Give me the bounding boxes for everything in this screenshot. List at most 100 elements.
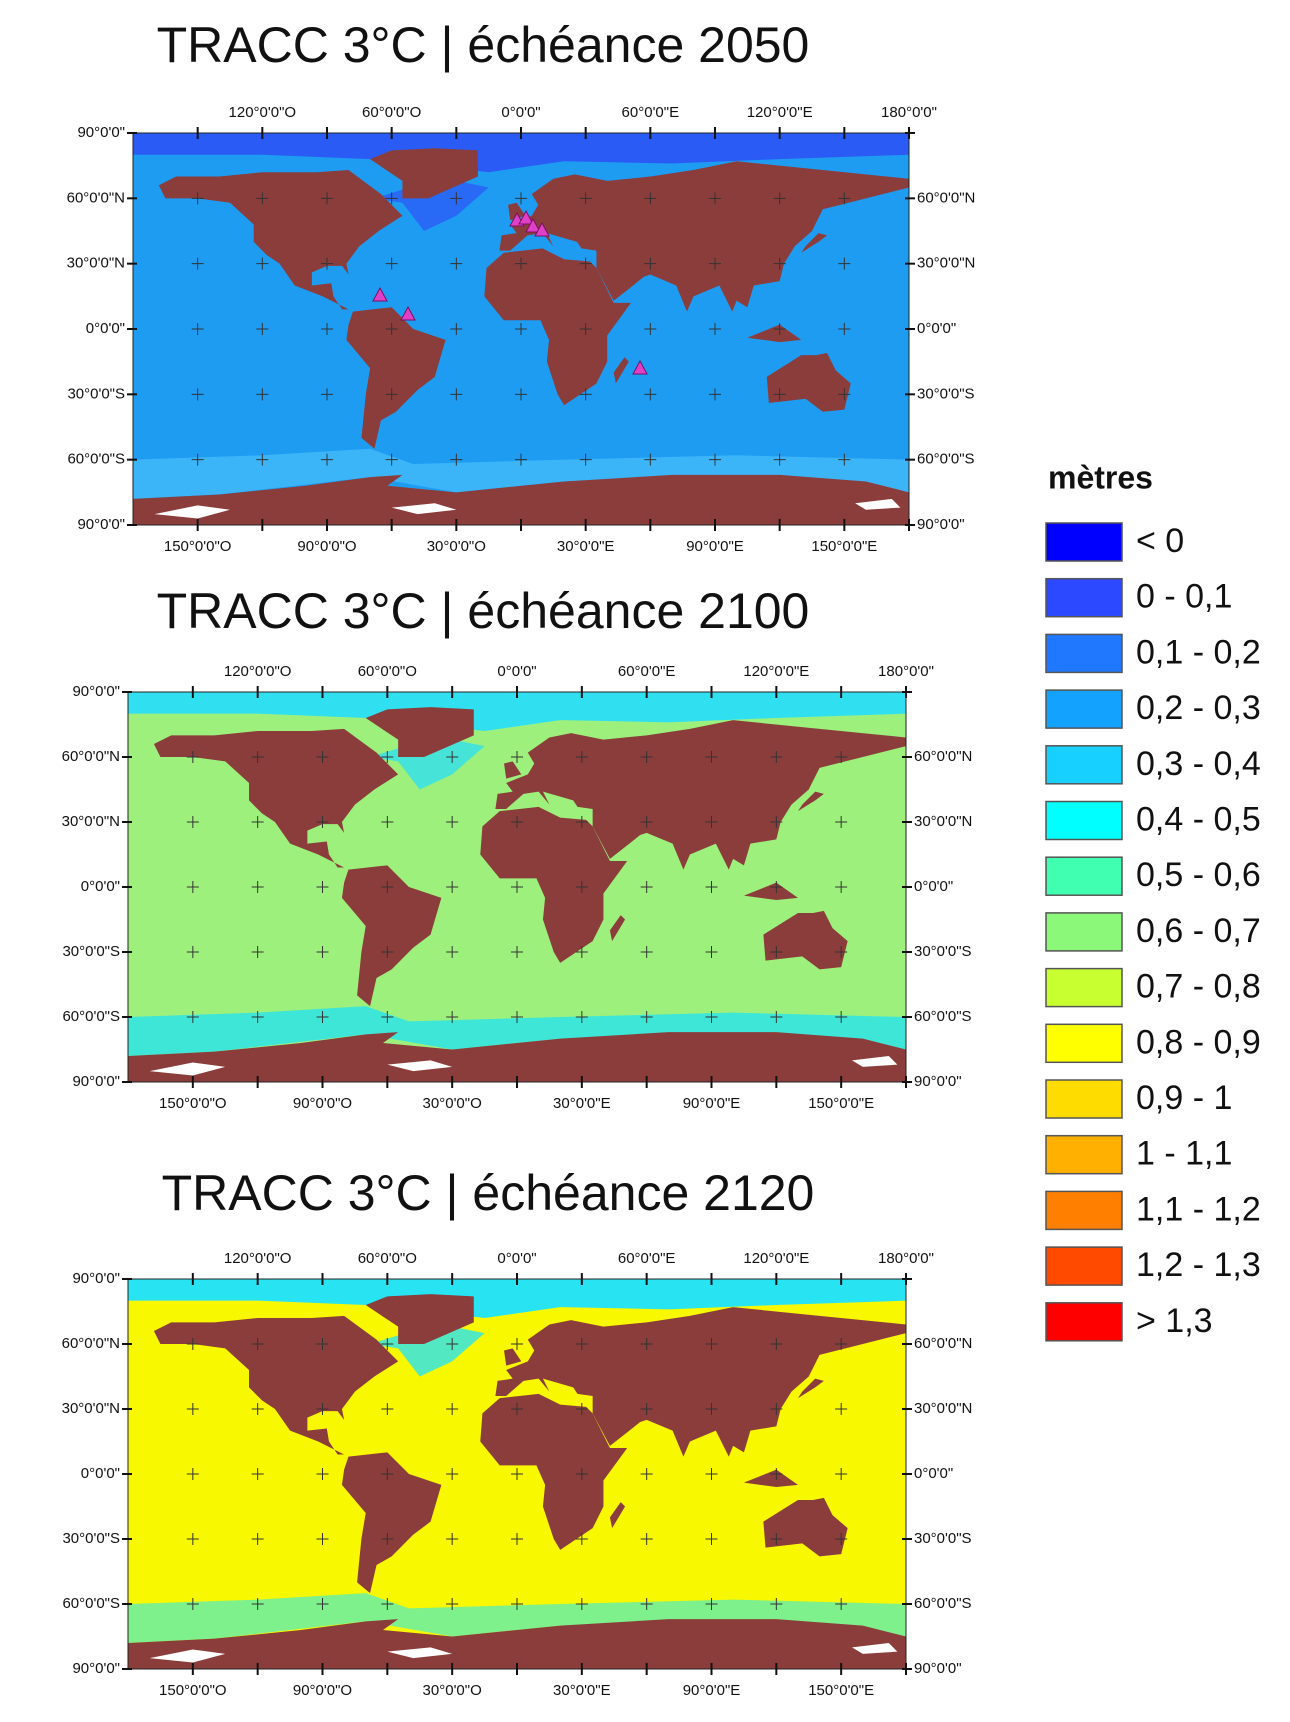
graticule-cross — [316, 1598, 329, 1610]
graticule-cross — [511, 1468, 523, 1480]
graticule-cross — [770, 816, 783, 828]
axis-label: 120°0'0"O — [229, 104, 297, 121]
graticule-cross — [575, 751, 588, 763]
graticule-cross — [251, 881, 264, 893]
graticule-cross — [773, 453, 786, 466]
graticule-cross — [770, 751, 783, 763]
graticule-cross — [446, 1598, 459, 1610]
graticule-cross — [385, 257, 398, 270]
graticule-cross — [446, 1338, 459, 1350]
graticule-cross — [186, 881, 199, 893]
axis-label: 180°0'0" — [881, 104, 937, 121]
graticule-cross — [321, 257, 333, 270]
graticule-cross — [316, 1338, 329, 1350]
marker — [518, 209, 534, 225]
axis-label: 30°0'0"N — [914, 1400, 972, 1417]
axis-label: 30°0'0"S — [67, 385, 125, 402]
graticule-cross — [835, 1598, 848, 1610]
axis-label: 90°0'0"O — [297, 538, 356, 555]
axis-label: 120°0'0"E — [743, 1250, 809, 1267]
legend-label: 1 - 1,1 — [1136, 1135, 1232, 1173]
graticule-cross — [191, 323, 204, 335]
graticule-cross — [709, 192, 721, 205]
graticule-cross — [579, 388, 592, 401]
graticule-cross — [705, 1533, 718, 1545]
graticule-cross — [835, 816, 848, 828]
axis-label: 150°0'0"O — [159, 1095, 227, 1112]
graticule-cross — [640, 1533, 653, 1545]
axis-label: 60°0'0"S — [917, 451, 975, 468]
graticule-cross — [705, 816, 718, 828]
legend-label: 0,2 - 0,3 — [1136, 689, 1261, 727]
graticule-cross — [511, 881, 523, 893]
legend-swatch — [1045, 689, 1123, 729]
graticule-cross — [251, 751, 264, 763]
map-title: TRACC 3°C | échéance 2050 — [157, 17, 810, 73]
axis-label: 0°0'0" — [914, 1465, 953, 1482]
graticule-cross — [316, 1011, 329, 1023]
axis-label: 30°0'0"N — [67, 255, 125, 272]
graticule-cross — [251, 946, 264, 958]
legend-swatch — [1045, 912, 1123, 952]
graticule-cross — [705, 1403, 718, 1415]
graticule-cross — [705, 946, 718, 958]
graticule-cross — [251, 1598, 264, 1610]
graticule-cross — [640, 1598, 653, 1610]
graticule-cross — [381, 881, 394, 893]
legend-swatch — [1045, 745, 1123, 785]
axis-label: 30°0'0"E — [553, 1095, 611, 1112]
map: 120°0'0"O 60°0'0"O 0°0'0" 60°0'0"E 120°0'0"E… — [67, 104, 976, 555]
graticule-cross — [515, 388, 527, 401]
axis-label: 30°0'0"S — [62, 1530, 120, 1547]
graticule-cross — [773, 257, 786, 270]
graticule-cross — [191, 192, 204, 205]
graticule-cross — [446, 881, 459, 893]
graticule-cross — [446, 946, 459, 958]
maps: TRACC 3°C | échéance 2050 120°0'0"O 60°0'0… — [62, 17, 976, 1699]
legend-swatch — [1045, 1079, 1123, 1119]
axis-label: 60°0'0"S — [62, 1595, 120, 1612]
graticule-cross — [705, 1338, 718, 1350]
axis-label: 150°0'0"E — [808, 1682, 874, 1699]
graticule-cross — [773, 388, 786, 401]
graticule-cross — [515, 257, 527, 270]
axis-label: 90°0'0"E — [683, 1682, 741, 1699]
graticule-cross — [515, 323, 527, 335]
axis-label: 90°0'0"E — [683, 1095, 741, 1112]
legend-swatch — [1045, 800, 1123, 841]
axis-label: 60°0'0"N — [914, 748, 972, 765]
graticule-cross — [316, 751, 329, 763]
graticule-cross — [515, 453, 527, 466]
graticule-cross — [705, 751, 718, 763]
graticule-cross — [770, 1598, 783, 1610]
graticule-cross — [446, 1011, 459, 1023]
axis-label: 0°0'0" — [81, 878, 120, 895]
legend-label: 0,9 - 1 — [1136, 1079, 1232, 1117]
axis-label: 0°0'0" — [86, 320, 125, 337]
graticule-cross — [446, 751, 459, 763]
graticule-cross — [770, 946, 783, 958]
tide-gauge-markers — [372, 209, 648, 375]
arctic-band — [133, 133, 909, 173]
axis-label: 150°0'0"O — [159, 1682, 227, 1699]
graticule-cross — [709, 388, 721, 401]
graticule-cross — [316, 881, 329, 893]
graticule-cross — [191, 453, 204, 466]
graticule-cross — [709, 257, 721, 270]
graticule-cross — [191, 257, 204, 270]
graticule-cross — [186, 816, 199, 828]
axis-label: 90°0'0" — [77, 124, 125, 141]
axis-label: 150°0'0"E — [811, 538, 877, 555]
graticule-cross — [511, 1533, 523, 1545]
graticule-cross — [256, 388, 269, 401]
graticule-cross — [835, 1533, 848, 1545]
legend: mètres < 0 0 - 0,1 0,1 - 0,2 0,2 - 0,3 0,3 -… — [1045, 459, 1261, 1342]
axis-label: 30°0'0"O — [423, 1682, 482, 1699]
axis-label: 0°0'0" — [81, 1465, 120, 1482]
axis-label: 30°0'0"N — [62, 1400, 120, 1417]
graticule-cross — [835, 751, 848, 763]
graticule-cross — [446, 816, 459, 828]
graticule-cross — [770, 1403, 783, 1415]
legend-title: mètres — [1048, 459, 1153, 495]
